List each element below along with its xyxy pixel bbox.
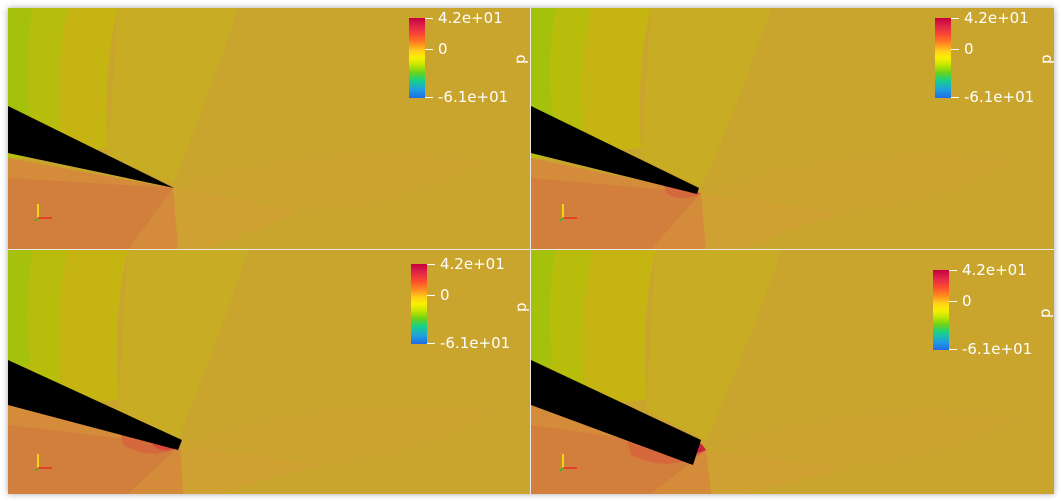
render-frame: 4.2e+01 0 -6.1e+01 p — [8, 8, 1054, 494]
tick-mid — [427, 295, 435, 296]
tick-min — [427, 343, 435, 344]
tick-min — [951, 97, 959, 98]
legend-max-label: 4.2e+01 — [962, 261, 1027, 279]
legend-mid-label: 0 — [438, 40, 448, 58]
tick-max — [425, 18, 433, 19]
color-legend-bar — [933, 270, 949, 350]
viewport-top-right[interactable]: 4.2e+01 0 -6.1e+01 p — [531, 8, 1054, 249]
color-legend-bar — [935, 18, 951, 98]
legend-max-label: 4.2e+01 — [438, 9, 503, 27]
tick-max — [427, 264, 435, 265]
legend-mid-label: 0 — [964, 40, 974, 58]
pressure-field — [8, 250, 530, 494]
airfoil — [531, 360, 701, 465]
tick-max — [949, 270, 957, 271]
pressure-field — [8, 8, 530, 249]
tick-mid — [951, 49, 959, 50]
legend-min-label: -6.1e+01 — [964, 88, 1035, 106]
orientation-axes — [34, 452, 56, 478]
pressure-field — [531, 8, 1054, 249]
legend-mid-label: 0 — [962, 292, 972, 310]
viewport-bottom-left[interactable]: 4.2e+01 0 -6.1e+01 p — [8, 250, 530, 494]
viewport-bottom-right[interactable]: 4.2e+01 0 -6.1e+01 p — [531, 250, 1054, 494]
tick-mid — [949, 301, 957, 302]
tick-min — [425, 97, 433, 98]
orientation-axes — [559, 452, 581, 478]
orientation-axes — [559, 202, 581, 228]
airfoil — [8, 106, 174, 188]
tick-mid — [425, 49, 433, 50]
viewport-divider-horizontal[interactable] — [8, 249, 1054, 250]
tick-max — [951, 18, 959, 19]
tick-min — [949, 349, 957, 350]
legend-variable-title: p — [512, 302, 530, 312]
legend-variable-title: p — [511, 54, 529, 64]
legend-variable-title: p — [1036, 308, 1054, 318]
legend-variable-title: p — [1037, 54, 1054, 64]
legend-min-label: -6.1e+01 — [440, 334, 511, 352]
airfoil — [531, 106, 699, 194]
viewport-divider-vertical[interactable] — [530, 8, 531, 494]
legend-max-label: 4.2e+01 — [964, 9, 1029, 27]
orientation-axes — [34, 202, 56, 228]
viewport-top-left[interactable]: 4.2e+01 0 -6.1e+01 p — [8, 8, 530, 249]
color-legend-bar — [411, 264, 427, 344]
color-legend-bar — [409, 18, 425, 98]
pressure-field — [531, 250, 1054, 494]
legend-min-label: -6.1e+01 — [438, 88, 509, 106]
legend-mid-label: 0 — [440, 286, 450, 304]
airfoil — [8, 360, 182, 450]
legend-min-label: -6.1e+01 — [962, 340, 1033, 358]
legend-max-label: 4.2e+01 — [440, 255, 505, 273]
